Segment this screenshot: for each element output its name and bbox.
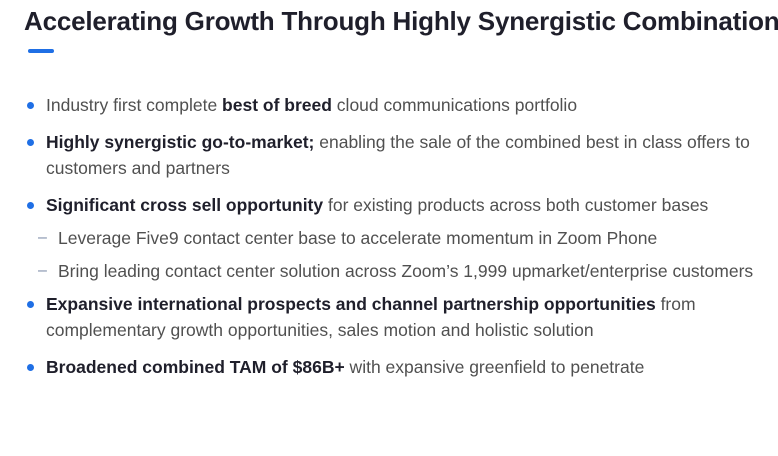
bullet-list: Industry first complete best of breed cl… <box>24 92 754 380</box>
bullet-text: cloud communications portfolio <box>331 95 578 115</box>
sub-bullet-item-enterprise: – Bring leading contact center solution … <box>24 258 754 284</box>
dash-icon: – <box>38 262 47 279</box>
bullet-dot-icon <box>27 301 34 308</box>
bullet-item-international: Expansive international prospects and ch… <box>24 291 754 343</box>
bullet-text: with expansive greenfield to penetrate <box>344 357 645 377</box>
bullet-emphasis: Significant cross sell opportunity <box>46 195 324 215</box>
bullet-emphasis: Expansive international prospects and ch… <box>46 294 656 314</box>
bullet-dot-icon <box>27 364 34 371</box>
sub-bullet-item-zoom-phone: – Leverage Five9 contact center base to … <box>24 225 754 251</box>
dash-icon: – <box>38 229 47 246</box>
bullet-dot-icon <box>27 102 34 109</box>
bullet-item-tam: Broadened combined TAM of $86B+ with exp… <box>24 354 754 380</box>
bullet-emphasis: best of breed <box>222 95 332 115</box>
bullet-dot-icon <box>27 202 34 209</box>
bullet-item-portfolio: Industry first complete best of breed cl… <box>24 92 754 118</box>
bullet-text: enabling the sale of the combined best i… <box>46 132 750 178</box>
bullet-text: from complementary growth opportunities,… <box>46 294 696 340</box>
sub-bullet-text: Leverage Five9 contact center base to ac… <box>58 228 658 248</box>
bullet-item-go-to-market: Highly synergistic go-to-market; enablin… <box>24 129 754 181</box>
bullet-text: for existing products across both custom… <box>323 195 709 215</box>
page-title: Accelerating Growth Through Highly Syner… <box>24 6 778 36</box>
bullet-dot-icon <box>27 139 34 146</box>
sub-bullet-text: Bring leading contact center solution ac… <box>58 261 754 281</box>
bullet-text: Industry first complete <box>46 95 223 115</box>
bullet-item-cross-sell: Significant cross sell opportunity for e… <box>24 192 754 218</box>
title-accent-bar <box>28 49 54 53</box>
bullet-emphasis: Highly synergistic go-to-market; <box>46 132 315 152</box>
bullet-emphasis: Broadened combined TAM of $86B+ <box>46 357 345 377</box>
